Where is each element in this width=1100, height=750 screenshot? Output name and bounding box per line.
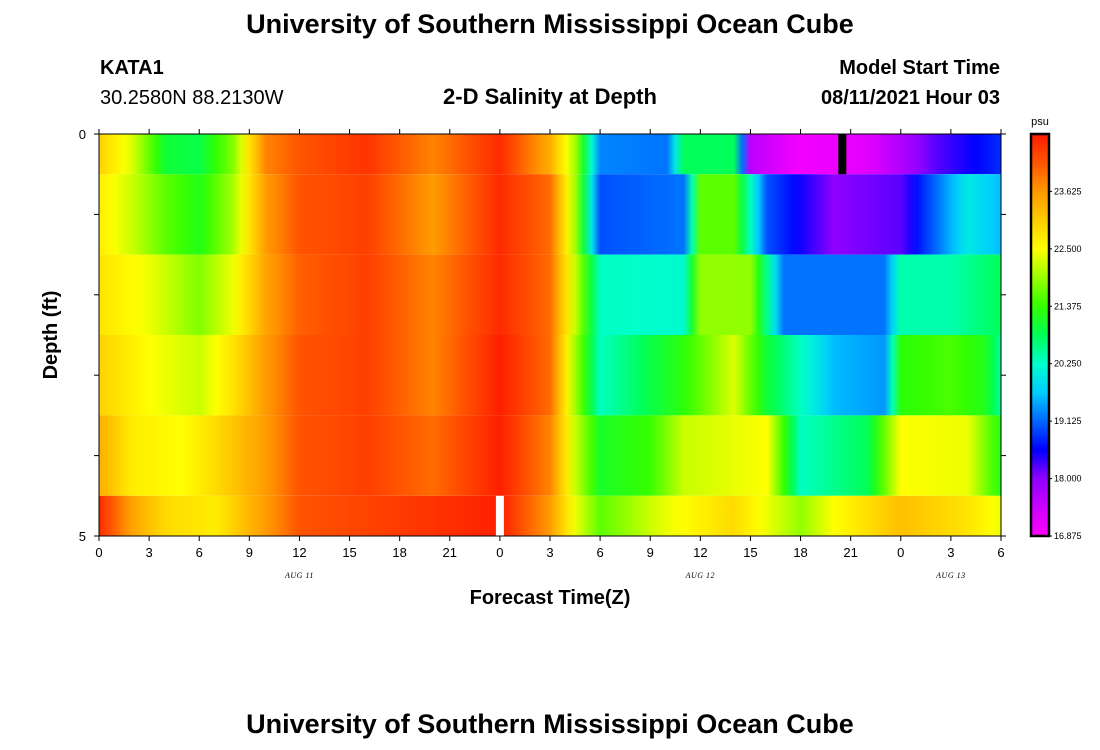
x-tick-label: 9 bbox=[647, 545, 654, 560]
x-tick-label: 15 bbox=[342, 545, 356, 560]
y-tick-label: 5 bbox=[79, 529, 86, 544]
x-tick-label: 0 bbox=[95, 545, 102, 560]
colorbar-label: 16.875 bbox=[1054, 531, 1082, 541]
chart-subtitle: 2-D Salinity at Depth bbox=[443, 84, 657, 109]
colorbar-label: 19.125 bbox=[1054, 416, 1082, 426]
x-tick-label: 21 bbox=[843, 545, 857, 560]
model-start-marker bbox=[838, 134, 847, 175]
x-tick-label: 9 bbox=[246, 545, 253, 560]
heatmap-layer-0 bbox=[99, 134, 1001, 175]
x-tick-label: 6 bbox=[997, 545, 1004, 560]
colorbar-label: 21.375 bbox=[1054, 301, 1082, 311]
chart-title-bottom: University of Southern Mississippi Ocean… bbox=[246, 709, 854, 739]
date-label: AUG 13 bbox=[935, 571, 965, 580]
colorbar: 16.875 18.000 19.125 20.250 21.375 22.500 23.6… bbox=[1029, 116, 1082, 541]
x-tick-label: 0 bbox=[897, 545, 904, 560]
x-axis-title: Forecast Time(Z) bbox=[470, 587, 631, 609]
x-tick-label: 18 bbox=[392, 545, 406, 560]
x-tick-label: 6 bbox=[596, 545, 603, 560]
colorbar-label: 18.000 bbox=[1054, 474, 1082, 484]
x-tick-label: 18 bbox=[793, 545, 807, 560]
x-tick-label: 6 bbox=[196, 545, 203, 560]
colorbar-unit: psu bbox=[1031, 116, 1049, 128]
y-tick-label: 0 bbox=[79, 127, 86, 142]
x-axis-ticks: 0 3 6 9 12 15 18 21 0 3 6 9 12 15 18 21 0 3 6 bbox=[95, 129, 1005, 560]
model-start-time: 08/11/2021 Hour 03 bbox=[820, 87, 1000, 109]
colorbar-label: 22.500 bbox=[1054, 244, 1082, 254]
colorbar-frame bbox=[1029, 132, 1051, 538]
x-tick-label: 3 bbox=[947, 545, 954, 560]
y-axis-title: Depth (ft) bbox=[40, 291, 62, 380]
model-start-label: Model Start Time bbox=[839, 57, 1000, 79]
x-tick-label: 12 bbox=[693, 545, 707, 560]
date-label: AUG 11 bbox=[284, 571, 314, 580]
x-tick-label: 15 bbox=[743, 545, 757, 560]
y-axis-ticks: 05 bbox=[79, 127, 1006, 544]
heatmap-layer-3 bbox=[99, 335, 1001, 416]
station-coordinates: 30.2580N 88.2130W bbox=[100, 87, 284, 109]
x-tick-label: 3 bbox=[145, 545, 152, 560]
heatmap-layers bbox=[99, 134, 1001, 536]
x-tick-label: 21 bbox=[443, 545, 457, 560]
x-tick-label: 12 bbox=[292, 545, 306, 560]
date-labels: AUG 11 AUG 12 AUG 13 bbox=[284, 571, 965, 580]
heatmap-layer-1 bbox=[99, 174, 1001, 255]
x-tick-label: 3 bbox=[546, 545, 553, 560]
forecast-now-marker bbox=[495, 495, 504, 536]
station-id: KATA1 bbox=[100, 57, 164, 79]
x-tick-label: 0 bbox=[496, 545, 503, 560]
heatmap-layer-4 bbox=[99, 415, 1001, 496]
colorbar-gradient bbox=[1031, 134, 1049, 536]
date-label: AUG 12 bbox=[685, 571, 715, 580]
colorbar-label: 20.250 bbox=[1054, 359, 1082, 369]
heatmap-layer-5 bbox=[99, 495, 1001, 536]
heatmap-markers bbox=[495, 134, 847, 536]
heatmap-layer-2 bbox=[99, 254, 1001, 335]
colorbar-label: 23.625 bbox=[1054, 186, 1082, 196]
chart-title-top: University of Southern Mississippi Ocean… bbox=[246, 9, 854, 39]
